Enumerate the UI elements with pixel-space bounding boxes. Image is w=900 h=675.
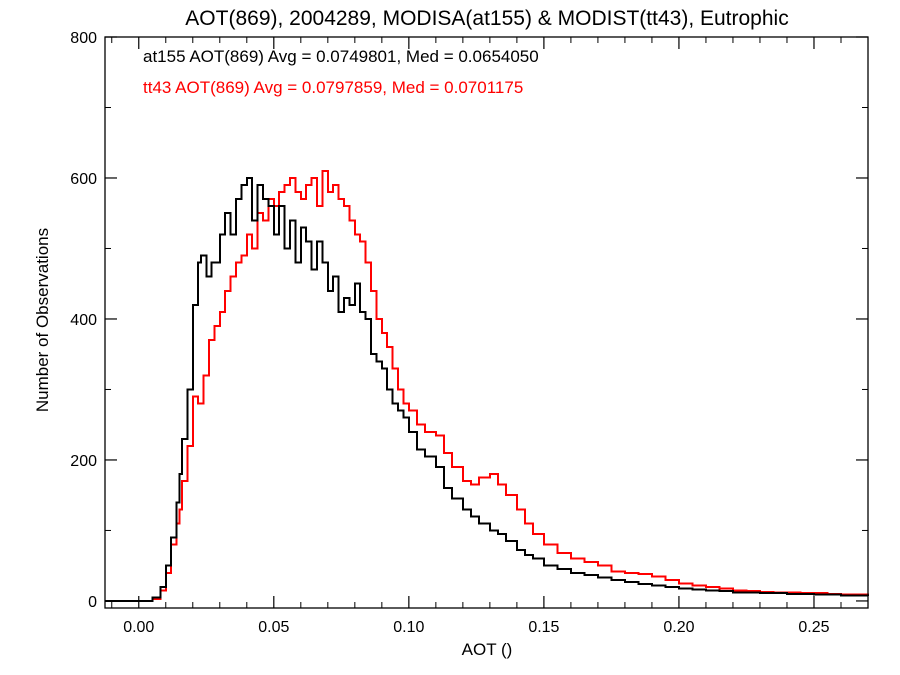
x-axis-label: AOT () [462,640,513,659]
series-line-1 [105,169,869,602]
x-tick-label: 0.00 [123,619,154,636]
x-tick-label: 0.20 [663,619,694,636]
y-tick-label: 200 [70,453,97,470]
y-axis-label: Number of Observations [33,228,52,412]
x-tick-label: 0.05 [258,619,289,636]
plot-frame [104,36,869,609]
y-tick-label: 0 [88,594,97,611]
chart-title: AOT(869), 2004289, MODISA(at155) & MODIS… [185,7,788,30]
x-tick-label: 0.15 [528,619,559,636]
x-tick-label: 0.25 [798,619,829,636]
stats-annotation-tt43: tt43 AOT(869) Avg = 0.0797859, Med = 0.0… [143,78,523,97]
y-tick-label: 800 [70,30,97,47]
y-tick-label: 600 [70,171,97,188]
series-line-0 [105,176,869,602]
plot-area: 0.00 0.05 0.10 0.15 0.20 0.25 0 200 400 600 800 [70,30,869,636]
y-tick-label: 400 [70,312,97,329]
x-tick-label: 0.10 [393,619,424,636]
stats-annotation-at155: at155 AOT(869) Avg = 0.0749801, Med = 0.… [143,47,539,66]
